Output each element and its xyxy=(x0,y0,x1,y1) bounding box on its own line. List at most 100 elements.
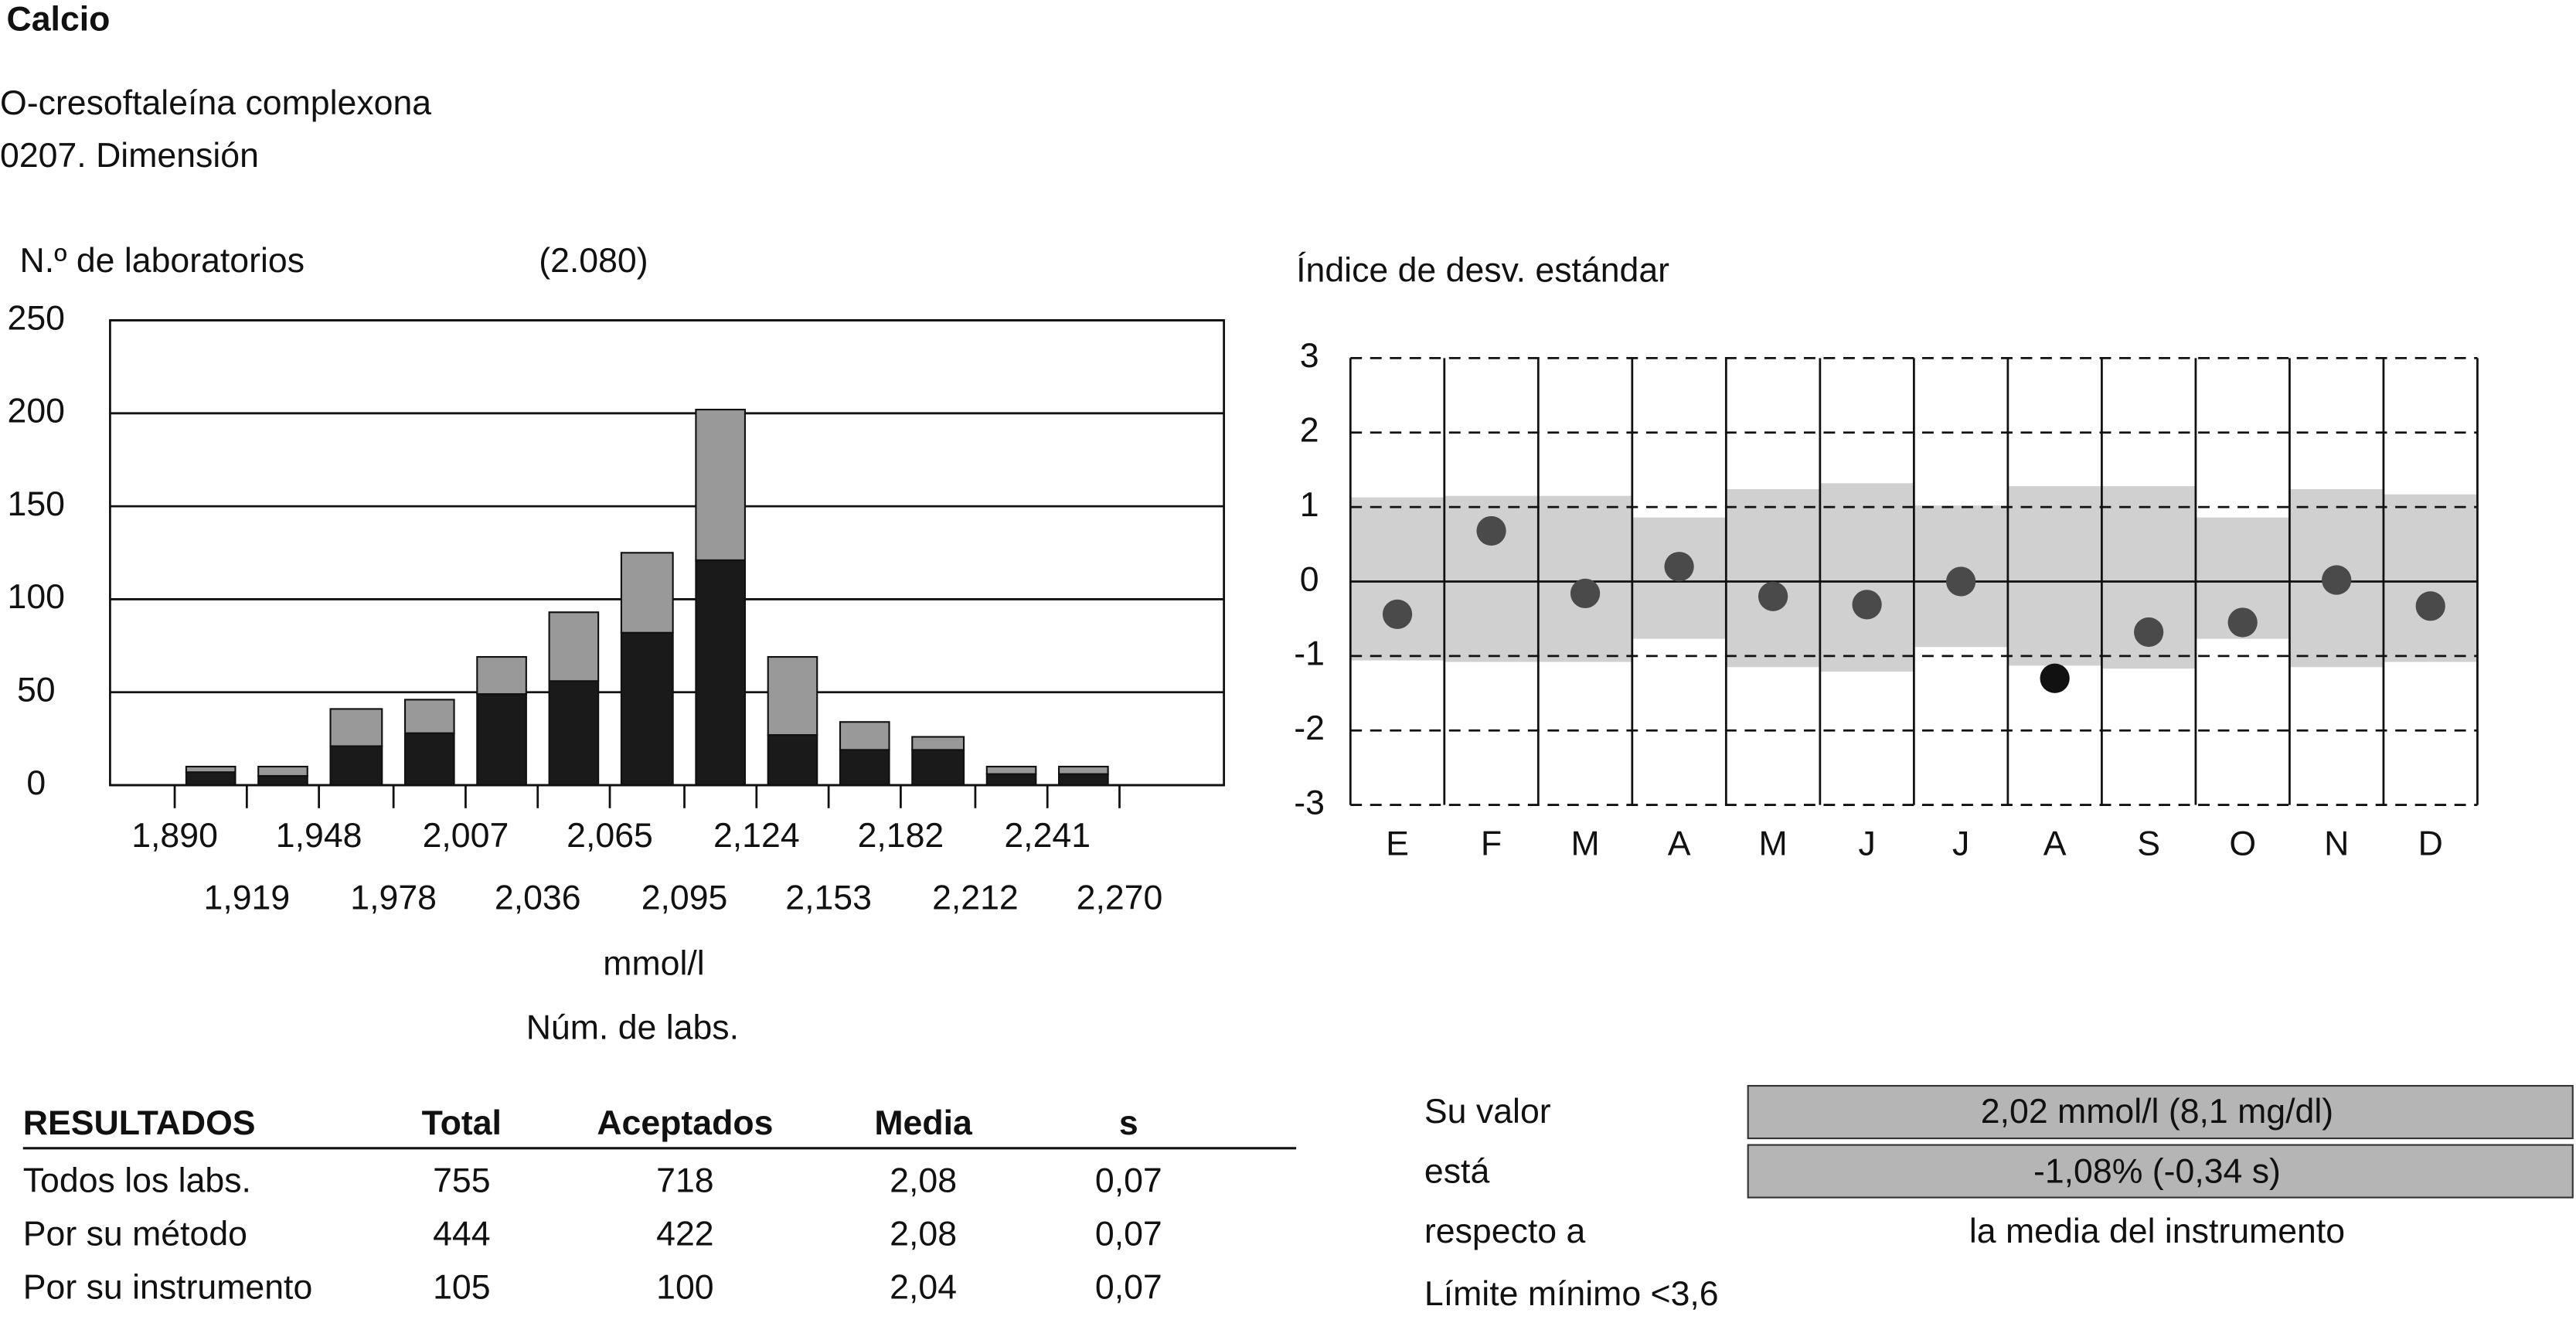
y-tick-label: 2 xyxy=(1300,412,1319,450)
y-tick-label: 150 xyxy=(8,485,65,523)
sd-band xyxy=(1819,483,1914,672)
x-tick-label: M xyxy=(1759,825,1788,863)
x-tick-label: M xyxy=(1570,825,1599,863)
y-tick-label: 50 xyxy=(17,672,56,709)
y-tick-label: 100 xyxy=(8,578,65,616)
table-header: Aceptados xyxy=(597,1104,773,1142)
table-cell: 0,07 xyxy=(1095,1215,1162,1253)
y-tick-label: 3 xyxy=(1300,337,1319,375)
bar-segment xyxy=(257,774,308,787)
table-cell: 0,07 xyxy=(1095,1268,1162,1306)
x-tick-label: 2,065 xyxy=(567,817,653,855)
instrument: 0207. Dimensión xyxy=(0,137,259,175)
sd-band xyxy=(1726,488,1820,668)
x-label: mmol/l xyxy=(603,945,704,983)
x-tick-label: 1,919 xyxy=(204,879,291,917)
table-cell: 100 xyxy=(656,1268,713,1306)
y-tick-label: -3 xyxy=(1294,784,1325,821)
point xyxy=(2415,591,2445,621)
bar-segment xyxy=(548,680,600,787)
x-tick-label: 2,212 xyxy=(932,879,1019,917)
table-cell: 2,08 xyxy=(890,1215,957,1253)
table-cell: Por su método xyxy=(23,1215,247,1253)
y-tick-label: 1 xyxy=(1300,486,1319,524)
x-tick-label: F xyxy=(1481,825,1502,863)
bar-segment xyxy=(403,699,455,734)
x-tick-label: 2,153 xyxy=(785,879,872,917)
sd-band xyxy=(2383,494,2478,662)
bar-segment xyxy=(695,408,747,561)
point xyxy=(1664,552,1694,582)
x-tick-label: O xyxy=(2229,825,2256,863)
bar-segment xyxy=(329,745,383,787)
summary-value: la media del instrumento xyxy=(1969,1212,2345,1250)
plot-frame xyxy=(109,319,1225,787)
y-tick-label: 0 xyxy=(26,764,46,802)
bar-segment xyxy=(548,611,600,682)
table-cell: 422 xyxy=(656,1215,713,1253)
point xyxy=(2134,617,2164,648)
bar-segment xyxy=(620,552,674,634)
point xyxy=(2322,565,2352,595)
y-tick-label: 200 xyxy=(8,393,65,430)
point xyxy=(2227,607,2258,638)
x-tick-label: 1,890 xyxy=(131,817,218,855)
y-tick-label: 0 xyxy=(1300,560,1319,598)
point xyxy=(1382,599,1413,630)
table-cell: 444 xyxy=(433,1215,490,1253)
x-tick-label: A xyxy=(1668,825,1691,863)
method: O-cresoftaleína complexona xyxy=(0,84,431,122)
x-tick-label: 2,007 xyxy=(423,817,509,855)
table-cell: 0,07 xyxy=(1095,1161,1162,1199)
x-tick-label: 2,036 xyxy=(495,879,581,917)
table-header: Media xyxy=(874,1104,973,1142)
x-tick-label: J xyxy=(1952,825,1969,863)
point xyxy=(1570,578,1601,609)
x-tick-label: 2,095 xyxy=(641,879,728,917)
sd-band xyxy=(2007,486,2102,666)
bar-segment xyxy=(476,655,527,696)
x-tick-label: J xyxy=(1858,825,1875,863)
x-tick-label: E xyxy=(1386,825,1409,863)
x-tick-label: A xyxy=(2043,825,2067,863)
table-cell: 2,04 xyxy=(890,1268,957,1306)
bar-segment xyxy=(185,765,237,774)
y-tick-label: 250 xyxy=(8,299,65,337)
x-tick-label: N xyxy=(2324,825,2349,863)
point xyxy=(2040,663,2070,693)
table-cell: 755 xyxy=(433,1161,490,1199)
summary-label: respecto a xyxy=(1424,1212,1586,1250)
table-cell: 2,08 xyxy=(890,1161,957,1199)
bar-segment xyxy=(985,773,1037,787)
bar-segment xyxy=(329,708,383,747)
bar-segment xyxy=(695,559,747,787)
table-header: s xyxy=(1119,1104,1138,1142)
bar-segment xyxy=(767,734,818,787)
table-cell: Todos los labs. xyxy=(23,1161,251,1199)
value-box xyxy=(1747,1084,2574,1140)
x-tick-label: 2,124 xyxy=(713,817,800,855)
summary-note: Límite mínimo <3,6 xyxy=(1424,1275,1719,1313)
bar-segment xyxy=(257,765,308,777)
bar-segment xyxy=(1058,765,1109,775)
x-tick-label: 1,948 xyxy=(276,817,362,855)
bar-segment xyxy=(839,749,890,787)
table-cell: Por su instrumento xyxy=(23,1268,313,1306)
y-tick-label: -2 xyxy=(1294,709,1325,747)
x-tick-label: 1,978 xyxy=(350,879,437,917)
bar-segment xyxy=(767,655,818,736)
summary-label: está xyxy=(1424,1153,1490,1191)
x-tick-label: 2,182 xyxy=(858,817,944,855)
bar-segment xyxy=(985,765,1037,775)
title: Calcio xyxy=(7,0,111,38)
x-tick-label: S xyxy=(2137,825,2160,863)
y-tick-label: -1 xyxy=(1294,635,1325,673)
point xyxy=(1945,566,1976,597)
bar-segment xyxy=(476,693,527,787)
point xyxy=(1476,515,1506,546)
bar-segment xyxy=(620,631,674,787)
bar-segment xyxy=(911,749,965,787)
bar-segment xyxy=(839,721,890,751)
